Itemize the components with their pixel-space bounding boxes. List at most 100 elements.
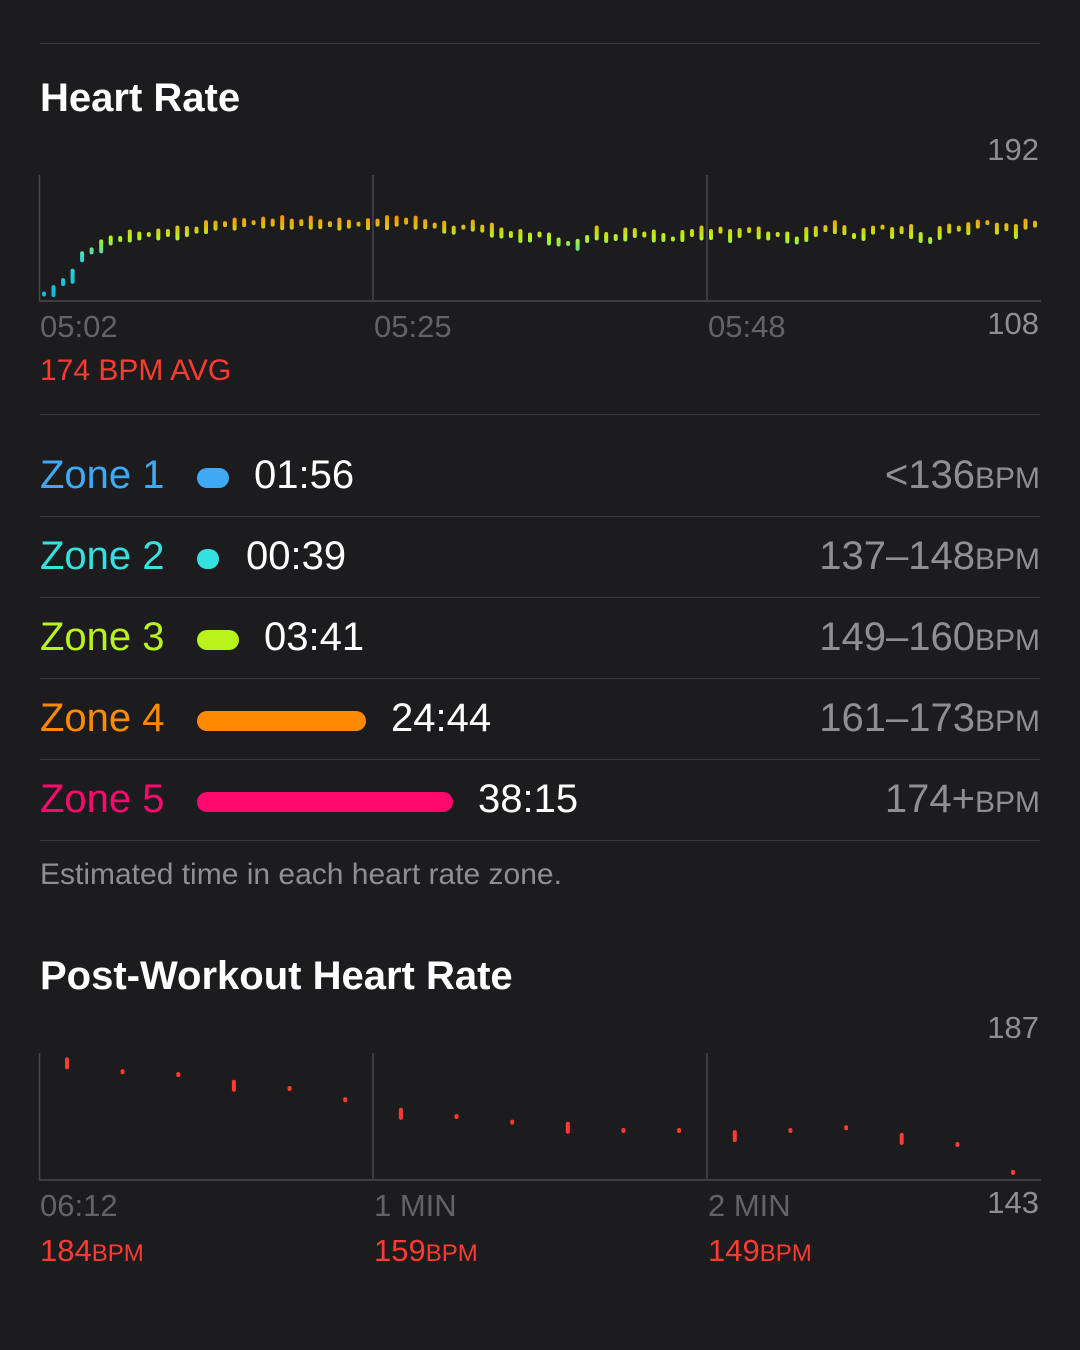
zone-divider xyxy=(40,759,1040,760)
zone-name: Zone 5 xyxy=(40,777,165,821)
heart-rate-mark xyxy=(604,232,609,243)
bpm-value: 184 xyxy=(40,1233,92,1268)
heart-rate-x-label-1: 05:02 xyxy=(40,309,118,344)
post-workout-x-label-3: 2 MIN xyxy=(708,1188,791,1223)
zone-divider xyxy=(40,840,1040,841)
zone-bar xyxy=(197,792,453,812)
post-workout-mark xyxy=(510,1119,515,1125)
heart-rate-mark xyxy=(832,220,837,235)
heart-rate-mark xyxy=(232,217,237,231)
heart-rate-mark xyxy=(661,233,666,242)
zone-bar xyxy=(197,468,229,488)
heart-rate-mark xyxy=(99,239,104,254)
heart-rate-mark xyxy=(642,231,647,238)
post-workout-axis-min: 143 xyxy=(987,1185,1039,1220)
zone-row-4: Zone 4 24:44 161–173BPM xyxy=(40,679,1040,760)
heart-rate-mark xyxy=(566,241,571,246)
zone-range: 149–160BPM xyxy=(819,615,1040,660)
heart-rate-mark xyxy=(404,217,409,225)
heart-rate-mark xyxy=(308,215,313,230)
heart-rate-mark xyxy=(909,224,914,239)
post-workout-mark xyxy=(732,1130,737,1143)
post-workout-axis-max: 187 xyxy=(987,1010,1039,1045)
heart-rate-mark xyxy=(852,233,856,239)
heart-rate-mark xyxy=(299,219,304,227)
zone-time: 03:41 xyxy=(264,615,365,659)
bpm-value: 149 xyxy=(708,1233,760,1268)
post-workout-mark xyxy=(844,1125,849,1131)
heart-rate-mark xyxy=(537,231,542,238)
post-workout-mark xyxy=(120,1069,125,1075)
heart-rate-mark xyxy=(118,236,123,242)
heart-rate-mark xyxy=(318,219,323,230)
heart-rate-mark xyxy=(794,236,799,245)
heart-rate-mark xyxy=(375,218,380,227)
heart-rate-mark xyxy=(42,291,46,297)
heart-rate-mark xyxy=(956,225,961,232)
top-divider xyxy=(40,43,1040,44)
heart-rate-mark xyxy=(442,220,447,234)
heart-rate-mark xyxy=(804,227,809,242)
heart-rate-mark xyxy=(575,238,580,251)
post-workout-x-label-2: 1 MIN xyxy=(374,1188,457,1223)
heart-rate-mark xyxy=(461,224,466,230)
zone-name: Zone 4 xyxy=(40,696,165,740)
heart-rate-mark xyxy=(80,251,85,263)
heart-rate-mark xyxy=(489,222,494,238)
heart-rate-mark xyxy=(842,225,847,236)
heart-rate-mark xyxy=(899,226,904,235)
heart-rate-mark xyxy=(346,219,351,229)
post-workout-mark xyxy=(454,1114,459,1119)
zone-divider xyxy=(40,516,1040,517)
heart-rate-mark xyxy=(1033,220,1037,228)
zone-range-value: 137–148 xyxy=(819,534,975,578)
zone-name: Zone 3 xyxy=(40,615,165,659)
heart-rate-mark xyxy=(556,237,561,247)
zone-bar xyxy=(197,711,366,731)
heart-rate-mark xyxy=(385,215,389,231)
zone-divider xyxy=(40,597,1040,598)
bpm-value: 159 xyxy=(374,1233,426,1268)
zone-range-value: 149–160 xyxy=(819,615,975,659)
heart-rate-x-label-3: 05:48 xyxy=(708,309,786,344)
bpm-unit: BPM xyxy=(759,1240,812,1267)
heart-rate-mark xyxy=(327,221,332,228)
heart-rate-mark xyxy=(547,232,551,246)
heart-rate-mark xyxy=(394,215,399,227)
heart-rate-mark xyxy=(175,225,180,241)
zone-range-value: <136 xyxy=(884,453,975,497)
heart-rate-mark xyxy=(518,229,523,243)
heart-rate-mark xyxy=(156,228,161,241)
zone-range-unit: BPM xyxy=(974,705,1040,738)
zone-time: 24:44 xyxy=(391,696,492,740)
heart-rate-mark xyxy=(766,231,771,241)
heart-rate-mark xyxy=(261,216,266,229)
post-workout-mark xyxy=(176,1072,181,1078)
post-workout-bpm-3: 149BPM xyxy=(708,1233,812,1269)
heart-rate-mark xyxy=(975,219,980,229)
post-workout-mark xyxy=(565,1121,570,1134)
post-workout-mark xyxy=(1011,1169,1015,1175)
heart-rate-mark xyxy=(623,227,628,242)
heart-rate-mark xyxy=(528,232,532,243)
post-workout-title: Post-Workout Heart Rate xyxy=(40,954,513,998)
heart-rate-mark xyxy=(680,230,685,242)
post-workout-mark xyxy=(398,1107,403,1120)
heart-rate-mark xyxy=(366,218,370,231)
heart-rate-mark xyxy=(937,226,942,240)
zone-time: 00:39 xyxy=(246,534,347,578)
zone-divider xyxy=(40,678,1040,679)
post-workout-mark xyxy=(65,1057,69,1070)
heart-rate-mark xyxy=(594,225,599,241)
heart-rate-mark xyxy=(89,247,94,255)
heart-rate-mark xyxy=(432,222,437,229)
post-workout-bpm-1: 184BPM xyxy=(40,1233,144,1269)
heart-rate-mark xyxy=(690,229,694,237)
bpm-unit: BPM xyxy=(425,1240,478,1267)
heart-rate-mark xyxy=(737,228,742,238)
heart-rate-mark xyxy=(709,229,713,240)
heart-rate-mark xyxy=(1013,224,1018,239)
heart-rate-mark xyxy=(499,227,504,239)
zone-time: 38:15 xyxy=(478,777,579,821)
heart-rate-mark xyxy=(613,234,618,241)
